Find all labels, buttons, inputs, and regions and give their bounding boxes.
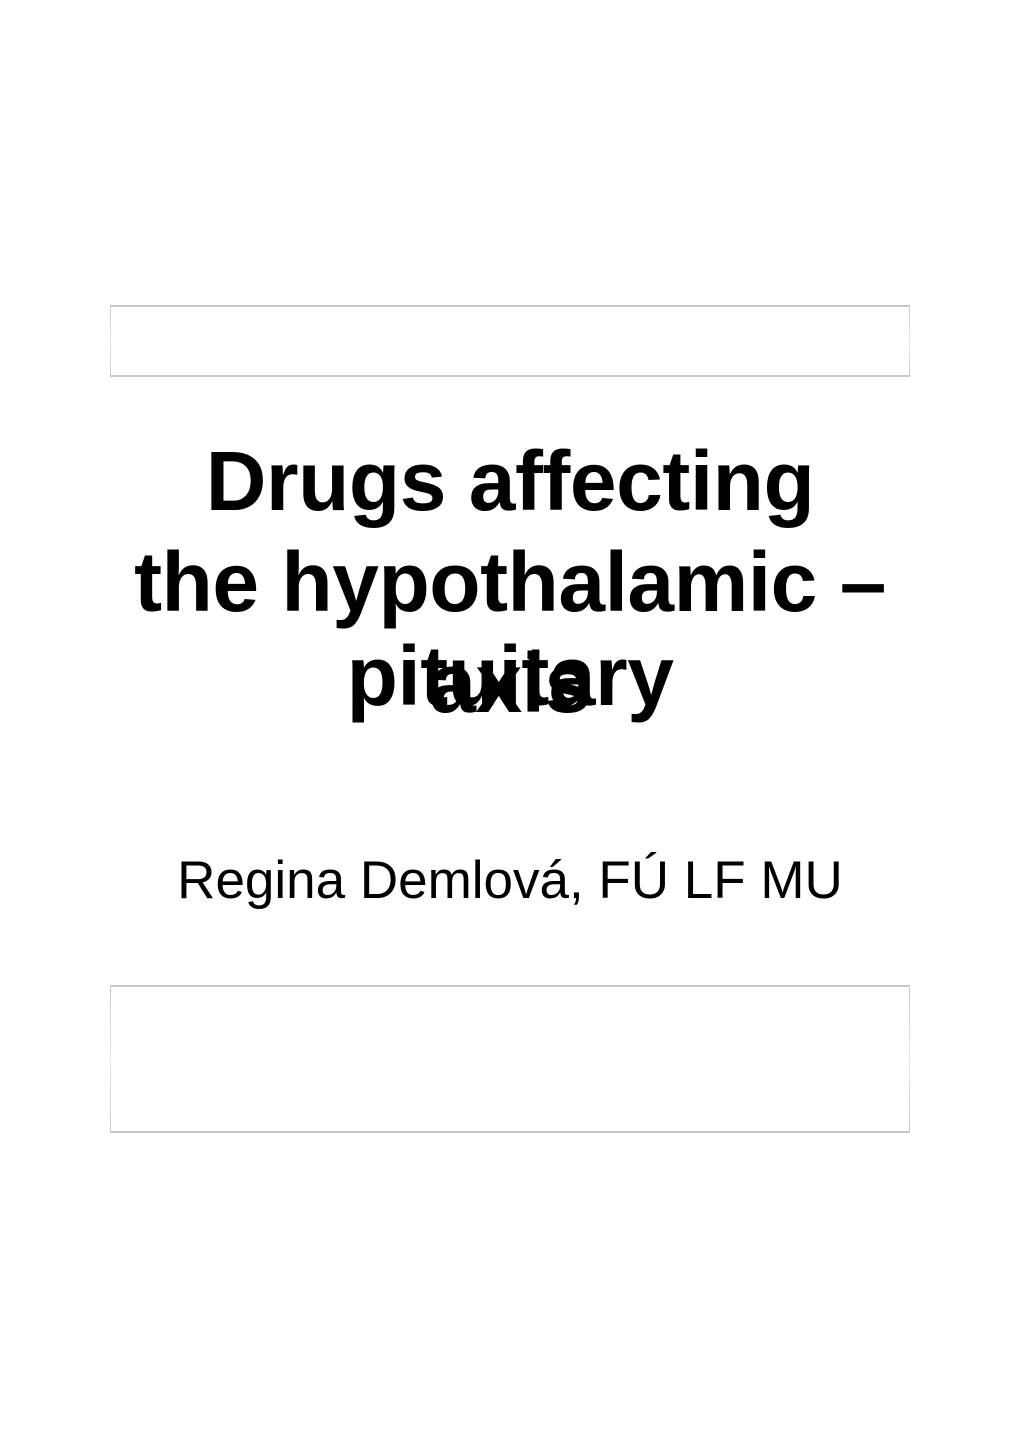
slide-page: Drugs affecting the hypothalamic – pitui… bbox=[0, 0, 1020, 1443]
decor-box-bottom bbox=[110, 985, 910, 1133]
slide-author: Regina Demlová, FÚ LF MU bbox=[0, 850, 1020, 911]
decor-box-top bbox=[110, 305, 910, 377]
slide-title-line-1: Drugs affecting bbox=[0, 434, 1020, 528]
slide-title-line-3: axis bbox=[0, 636, 1020, 730]
